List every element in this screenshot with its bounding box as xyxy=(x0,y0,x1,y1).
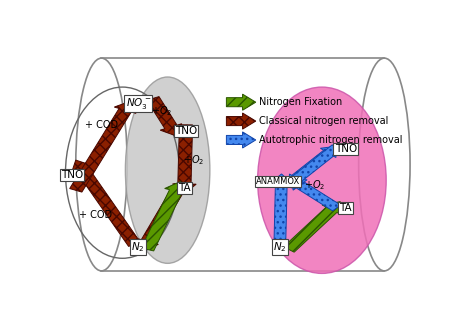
Polygon shape xyxy=(289,145,341,185)
Text: + COD: + COD xyxy=(85,120,118,130)
Text: Classical nitrogen removal: Classical nitrogen removal xyxy=(259,116,389,126)
Ellipse shape xyxy=(359,58,410,271)
Polygon shape xyxy=(227,132,256,148)
Polygon shape xyxy=(283,146,337,188)
Text: TNO: TNO xyxy=(175,126,197,136)
Text: $+ O_2$: $+ O_2$ xyxy=(304,178,325,192)
Text: Nitrogen Fixation: Nitrogen Fixation xyxy=(259,97,343,107)
Text: TA: TA xyxy=(339,203,352,213)
Text: Autotrophic nitrogen removal: Autotrophic nitrogen removal xyxy=(259,135,403,145)
Text: TNO: TNO xyxy=(61,170,83,180)
Polygon shape xyxy=(173,125,196,194)
Ellipse shape xyxy=(258,87,386,273)
Text: $+ O_2$: $+ O_2$ xyxy=(182,153,204,167)
Text: TNO: TNO xyxy=(335,144,357,154)
Polygon shape xyxy=(141,181,187,251)
Ellipse shape xyxy=(76,58,127,271)
Polygon shape xyxy=(70,101,136,192)
Polygon shape xyxy=(137,183,187,251)
Text: + COD: + COD xyxy=(80,211,112,220)
Text: TA: TA xyxy=(178,183,191,193)
Polygon shape xyxy=(227,113,256,129)
Polygon shape xyxy=(291,179,341,211)
Polygon shape xyxy=(271,174,292,252)
Text: ANAMMOX: ANAMMOX xyxy=(255,177,300,186)
Polygon shape xyxy=(147,96,182,136)
Text: $NO_3^-$: $NO_3^-$ xyxy=(126,96,151,111)
Polygon shape xyxy=(283,202,341,252)
Polygon shape xyxy=(227,94,256,110)
Ellipse shape xyxy=(125,77,210,263)
Polygon shape xyxy=(72,160,140,247)
Text: $N_2$: $N_2$ xyxy=(273,240,286,254)
Text: $N_2$: $N_2$ xyxy=(131,240,145,254)
Text: $+ O_2$: $+ O_2$ xyxy=(151,104,173,118)
